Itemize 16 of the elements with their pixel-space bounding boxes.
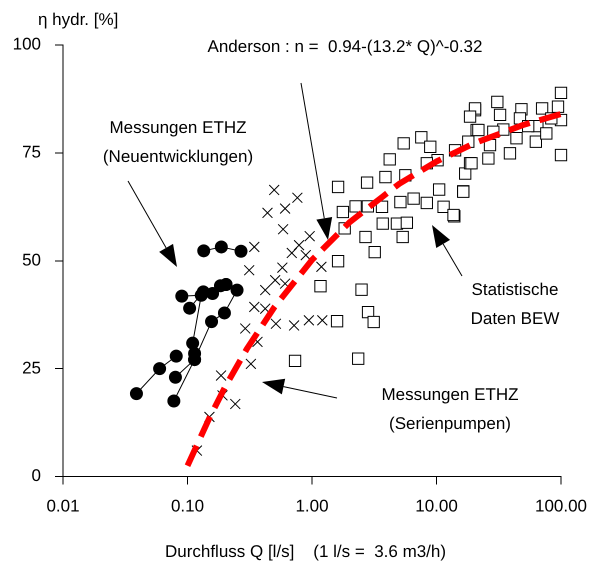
- x-tick-label: 1.00: [295, 496, 329, 516]
- y-tick-label: 25: [22, 358, 41, 378]
- y-tick-label: 100: [12, 34, 41, 54]
- y-tick-label: 0: [32, 466, 41, 486]
- annotation: Messungen ETHZ (Serienpumpen): [380, 384, 520, 435]
- y-tick-label: 50: [22, 250, 41, 270]
- x-tick-label: 100.00: [535, 496, 587, 516]
- annotation: Anderson : n = 0.94-(13.2* Q)^-0.32: [206, 36, 484, 58]
- x-tick-label: 0.01: [46, 496, 80, 516]
- x-axis-title: Durchfluss Q [l/s] (1 l/s = 3.6 m3/h): [164, 541, 448, 563]
- x-tick-label: 0.10: [170, 496, 204, 516]
- y-axis-title: η hydr. [%]: [38, 9, 118, 31]
- annotation: Statistische Daten BEW: [470, 279, 560, 330]
- x-tick-label: 10.00: [415, 496, 458, 516]
- annotation: Messungen ETHZ (Neuentwicklungen): [102, 117, 254, 168]
- y-tick-label: 75: [22, 142, 41, 162]
